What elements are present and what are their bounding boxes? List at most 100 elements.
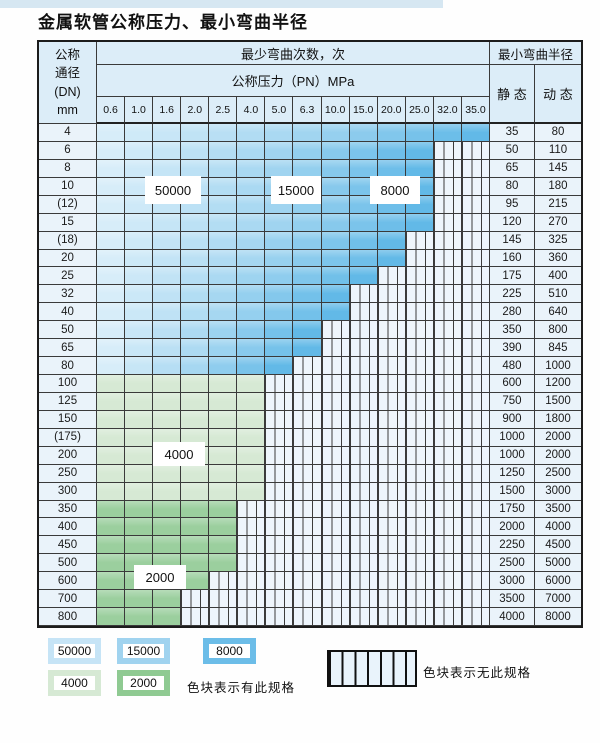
no-spec-cell (405, 482, 434, 501)
spec-cell (293, 231, 322, 250)
spec-cell (153, 482, 182, 501)
no-spec-cell (405, 375, 434, 393)
spec-cell (181, 392, 210, 411)
spec-cell (97, 357, 126, 375)
spec-cell (377, 213, 406, 232)
spec-cell (181, 536, 210, 555)
spec-cell (237, 357, 266, 375)
no-spec-cell (181, 590, 210, 609)
spec-cell (293, 339, 322, 358)
spec-cell (181, 231, 210, 250)
dynamic-radius-value: 215 (534, 195, 581, 214)
no-spec-cell (433, 572, 462, 591)
dn-row-header: 200 (39, 446, 97, 465)
no-spec-cell (265, 590, 294, 609)
spec-cell (97, 464, 126, 483)
spec-cell (237, 339, 266, 358)
static-radius-value: 900 (489, 410, 535, 429)
spec-cell (349, 231, 378, 250)
dynamic-radius-value: 1000 (534, 357, 581, 375)
spec-cell (181, 267, 210, 286)
pressure-bend-table: 公称 通径 (DN) mm 最少弯曲次数，次 最小弯曲半径 公称压力（PN）MP… (37, 40, 583, 628)
spec-cell (125, 231, 154, 250)
no-spec-cell (349, 375, 378, 393)
spec-cell (377, 124, 406, 142)
no-spec-cell (461, 159, 490, 178)
dynamic-radius-value: 640 (534, 303, 581, 322)
static-radius-value: 50 (489, 141, 535, 160)
spec-cell (293, 159, 322, 178)
spec-cell (97, 159, 126, 178)
no-spec-cell (349, 303, 378, 322)
static-radius-value: 1000 (489, 446, 535, 465)
spec-cell (181, 572, 210, 591)
spec-cell (237, 321, 266, 340)
spec-cell (97, 177, 126, 196)
dn-row-header: 10 (39, 177, 97, 196)
no-spec-cell (209, 590, 238, 609)
no-spec-cell (293, 590, 322, 609)
static-radius-value: 350 (489, 321, 535, 340)
spec-cell (265, 213, 294, 232)
static-radius-value: 4000 (489, 608, 535, 626)
no-spec-cell (405, 392, 434, 411)
spec-cell (97, 428, 126, 447)
spec-cell (153, 267, 182, 286)
no-spec-cell (377, 339, 406, 358)
no-spec-cell (377, 428, 406, 447)
no-spec-cell (265, 375, 294, 393)
pressure-tick: 10.0 (321, 97, 350, 124)
no-spec-cell (321, 572, 350, 591)
spec-cell (181, 321, 210, 340)
no-spec-cell (405, 249, 434, 268)
spec-cell (321, 231, 350, 250)
no-spec-cell (265, 608, 294, 626)
spec-cell (153, 303, 182, 322)
no-spec-cell (265, 428, 294, 447)
spec-cell (97, 410, 126, 429)
no-spec-cell (433, 141, 462, 160)
spec-cell (349, 141, 378, 160)
no-spec-cell (433, 231, 462, 250)
spec-cell (153, 213, 182, 232)
spec-cell (209, 177, 238, 196)
spec-cell (125, 285, 154, 304)
no-spec-cell (349, 608, 378, 626)
no-spec-cell (405, 339, 434, 358)
legend-no-spec-text: 色块表示无此规格 (423, 666, 532, 680)
pressure-tick: 32.0 (433, 97, 462, 124)
dn-row-header: 300 (39, 482, 97, 501)
no-spec-cell (265, 518, 294, 537)
spec-cell (405, 159, 434, 178)
no-spec-cell (405, 321, 434, 340)
no-spec-cell (405, 464, 434, 483)
static-radius-value: 2500 (489, 554, 535, 573)
no-spec-cell (293, 410, 322, 429)
dynamic-radius-value: 510 (534, 285, 581, 304)
spec-cell (293, 303, 322, 322)
spec-cell (181, 464, 210, 483)
pressure-tick: 35.0 (461, 97, 490, 124)
spec-cell (125, 339, 154, 358)
dynamic-radius-value: 400 (534, 267, 581, 286)
no-spec-cell (377, 572, 406, 591)
static-radius-value: 160 (489, 249, 535, 268)
spec-cell (237, 375, 266, 393)
spec-cell (125, 500, 154, 519)
spec-cell (97, 285, 126, 304)
dynamic-radius-value: 4500 (534, 536, 581, 555)
spec-cell (97, 249, 126, 268)
no-spec-cell (405, 500, 434, 519)
spec-cell (293, 285, 322, 304)
no-spec-cell (349, 428, 378, 447)
no-spec-cell (433, 177, 462, 196)
no-spec-cell (405, 608, 434, 626)
spec-cell (181, 482, 210, 501)
dn-row-header: 32 (39, 285, 97, 304)
spec-cell (237, 177, 266, 196)
no-spec-cell (349, 446, 378, 465)
spec-cell (293, 321, 322, 340)
spec-cell (433, 124, 462, 142)
spec-cell (153, 159, 182, 178)
pressure-tick: 2.0 (181, 97, 210, 124)
